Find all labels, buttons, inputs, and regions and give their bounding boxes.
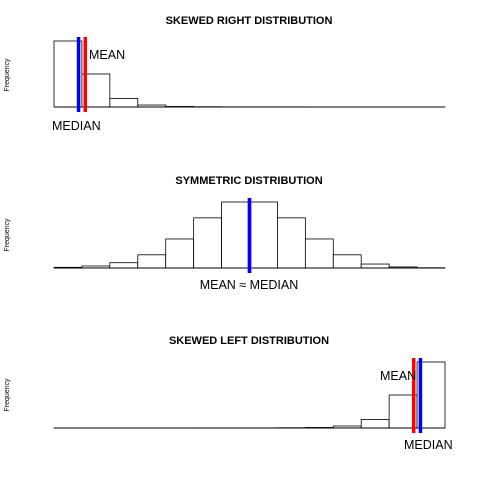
y-axis-label-symmetric: Frequency [4,218,11,252]
histogram-bar [277,218,305,268]
histogram-bar [110,98,138,107]
histogram-bar [166,239,194,268]
histogram-bar [138,255,166,268]
histogram-bar [333,255,361,268]
mean-median-label-symmetric: MEAN ≈ MEDIAN [200,278,299,292]
histogram-bar [361,264,389,268]
median-label-skewed-right: MEDIAN [52,119,101,133]
y-axis-label-skewed-right: Frequency [4,58,11,92]
histogram-bar [194,218,222,268]
panel-symmetric: SYMMETRIC DISTRIBUTION Frequency MEAN ≈ … [4,175,445,292]
chart-title-skewed-left: SKEWED LEFT DISTRIBUTION [169,335,329,347]
median-label-skewed-left: MEDIAN [404,438,453,452]
histogram-bar [250,202,278,268]
panel-skewed-right: SKEWED RIGHT DISTRIBUTION Frequency MEAN… [4,15,445,133]
mean-label-skewed-left: MEAN [380,369,416,383]
histogram-bar [222,202,250,268]
chart-title-skewed-right: SKEWED RIGHT DISTRIBUTION [166,15,333,27]
histogram-bar [110,263,138,268]
chart-title-symmetric: SYMMETRIC DISTRIBUTION [175,175,322,187]
panel-skewed-left: SKEWED LEFT DISTRIBUTION Frequency MEAN … [4,335,453,452]
y-axis-label-skewed-left: Frequency [4,378,11,412]
mean-label-skewed-right: MEAN [89,48,125,62]
histogram-bar [305,239,333,268]
histogram-bar [361,419,389,428]
